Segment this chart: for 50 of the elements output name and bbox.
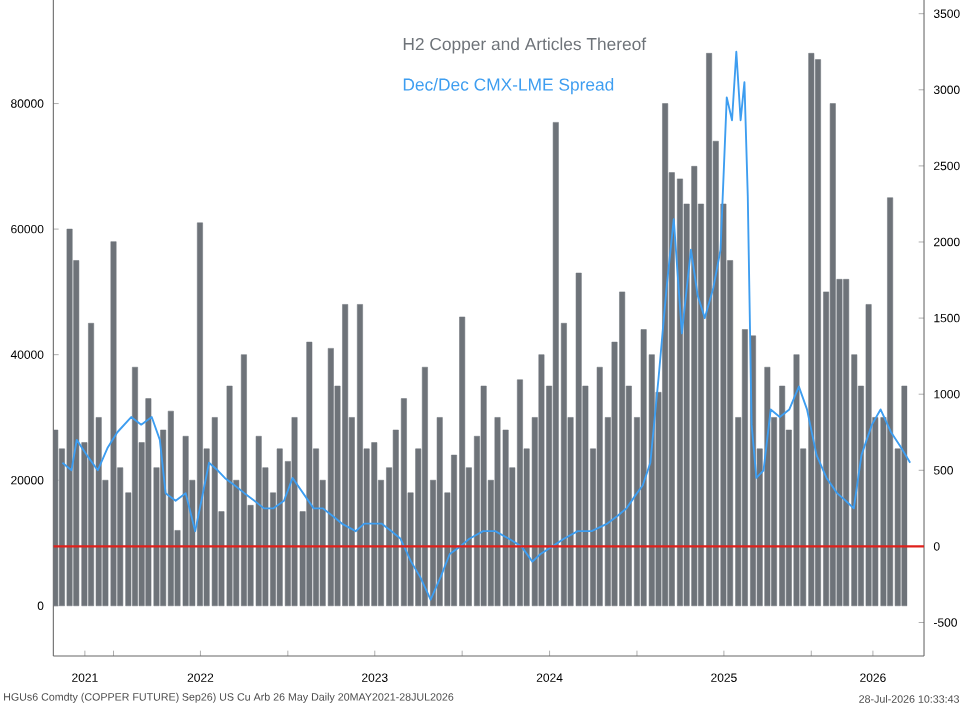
bar: [901, 385, 908, 607]
bar: [88, 323, 94, 607]
bar: [182, 436, 189, 607]
bar: [255, 436, 262, 607]
bar: [400, 398, 407, 607]
bar: [815, 59, 821, 607]
bar: [132, 366, 138, 607]
bar: [793, 354, 800, 607]
bar: [53, 429, 59, 607]
bar: [691, 166, 698, 607]
bar: [306, 341, 313, 607]
bar: [764, 366, 771, 607]
bar: [357, 304, 363, 607]
bar: [677, 178, 683, 607]
bar: [197, 222, 203, 607]
bar: [619, 291, 626, 607]
bar: [436, 417, 443, 607]
bar: [421, 366, 428, 607]
bar: [240, 354, 247, 607]
bar: [291, 417, 298, 607]
bar: [887, 197, 894, 607]
bar: [808, 53, 815, 607]
bar: [327, 348, 334, 607]
bar: [596, 366, 603, 607]
text: H2 Copper and Articles Thereof: [403, 37, 647, 54]
bar: [552, 122, 559, 607]
bar: [459, 316, 466, 607]
bar: [575, 272, 582, 607]
bar: [226, 385, 233, 607]
bar: [706, 53, 713, 607]
bar: [865, 304, 872, 607]
bar: [110, 241, 117, 607]
bar: [145, 398, 152, 607]
bar: [662, 103, 669, 607]
bar: [538, 354, 545, 607]
text: Dec/Dec CMX-LME Spread: [403, 77, 614, 95]
bar: [342, 304, 349, 607]
bar: [276, 448, 283, 607]
bar: [640, 329, 647, 607]
bar: [843, 279, 850, 607]
bar: [517, 379, 523, 607]
bar: [741, 329, 748, 607]
bar: [829, 103, 836, 607]
bar: [494, 417, 501, 607]
bar: [371, 442, 378, 607]
bar: [779, 385, 786, 607]
bar: [480, 385, 487, 607]
bar: [167, 410, 174, 607]
bar: [66, 228, 73, 607]
bar: [211, 417, 218, 607]
